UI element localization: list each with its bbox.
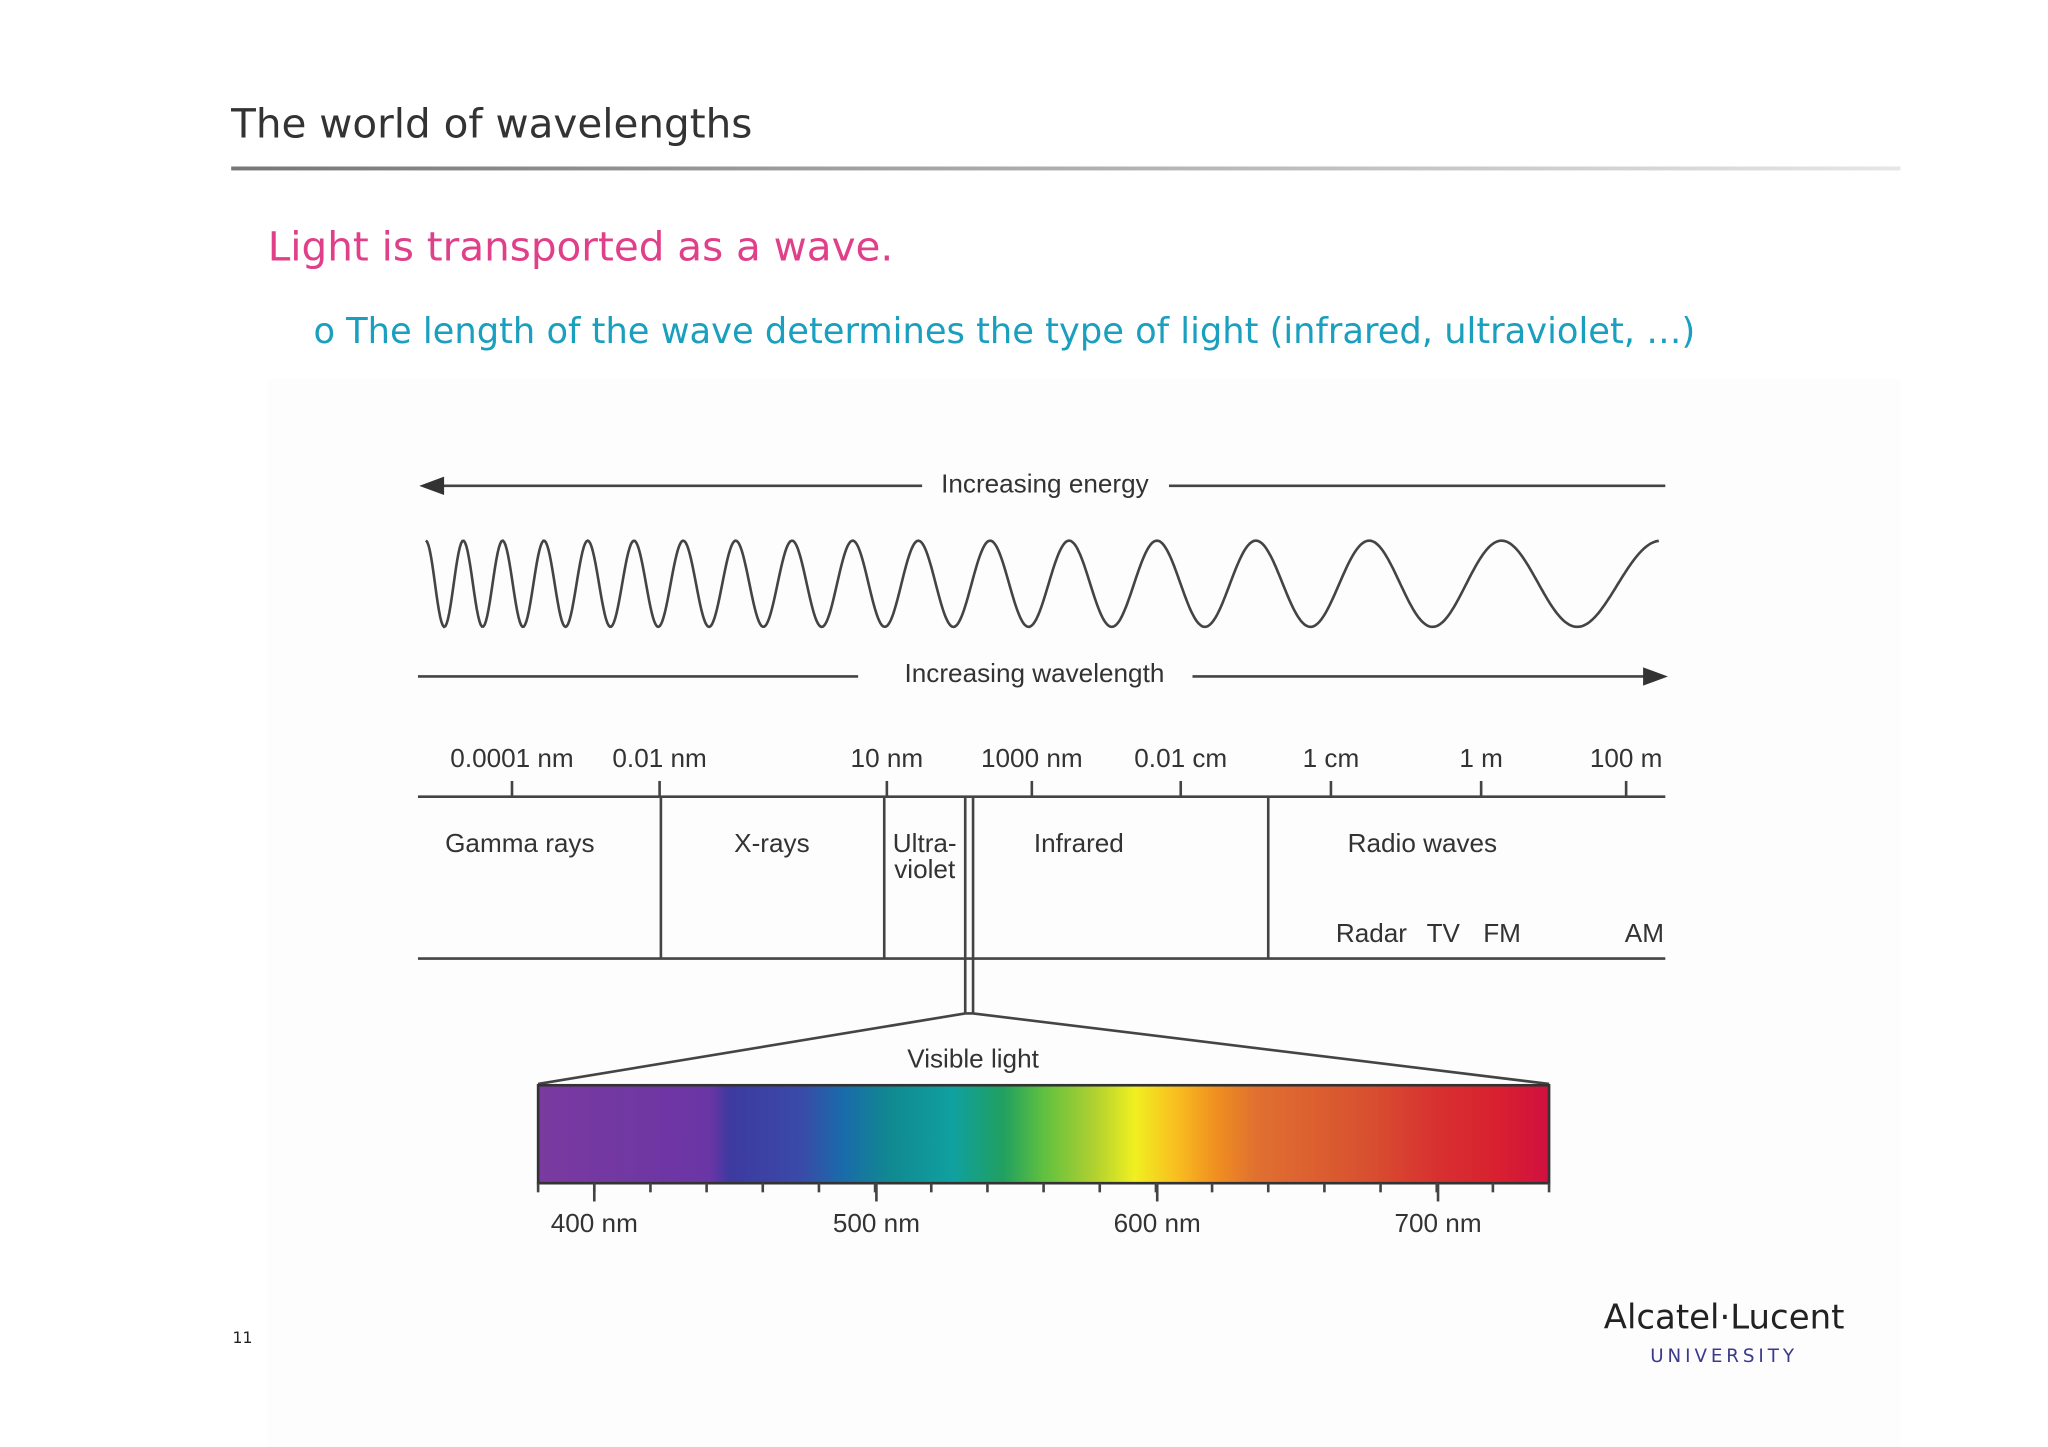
title-rule (231, 166, 1901, 171)
subband-label: FM (1483, 918, 1521, 948)
wave (424, 539, 1660, 629)
scale-label: 10 nm (851, 743, 924, 773)
slide-title: The world of wavelengths (230, 100, 752, 148)
subband-label: AM (1625, 918, 1664, 948)
band-label: Ultra- (893, 828, 957, 858)
visible-label: Visible light (907, 1043, 1039, 1073)
visible-scale-label: 400 nm (551, 1208, 638, 1238)
scale-label: 0.0001 nm (450, 743, 573, 773)
logo: Alcatel·Lucent (1604, 1298, 1845, 1338)
scale-label: 1 m (1459, 743, 1503, 773)
visible-scale: 400 nm 500 nm 600 nm 700 nm (536, 1183, 1551, 1238)
band-label: Gamma rays (445, 828, 594, 858)
sub-bullet: The length of the wave determines the ty… (345, 311, 1695, 352)
page-number: 11 (232, 1328, 252, 1347)
funnel (972, 1012, 1550, 1086)
bullet: Light is transported as a wave. (268, 222, 894, 270)
scale-label: 0.01 cm (1134, 743, 1227, 773)
logo-sub: UNIVERSITY (1650, 1346, 1798, 1367)
scale-label: 100 m (1590, 743, 1663, 773)
arrow-head (1643, 667, 1668, 686)
band-label: Radio waves (1348, 828, 1497, 858)
wavelength-label: Increasing wavelength (905, 658, 1165, 688)
diagram-bg (267, 378, 1901, 1447)
scale-label: 0.01 nm (612, 743, 706, 773)
visible-scale-label: 700 nm (1394, 1208, 1481, 1238)
band-label: Infrared (1034, 828, 1124, 858)
visible-scale-label: 500 nm (833, 1208, 920, 1238)
energy-label: Increasing energy (941, 469, 1149, 499)
scale-label: 1 cm (1303, 743, 1360, 773)
bullet-marker: o (313, 311, 335, 352)
band-label: violet (894, 854, 956, 884)
spectrum (536, 1083, 1551, 1185)
subband-label: TV (1427, 918, 1461, 948)
subband-label: Radar (1336, 918, 1407, 948)
visible-scale-label: 600 nm (1114, 1208, 1201, 1238)
funnel (537, 1012, 966, 1086)
scale-label: 1000 nm (981, 743, 1083, 773)
scale: 0.0001 nm 0.01 nm 10 nm 1000 nm 0.01 cm 1 cm 1… (450, 743, 1662, 797)
diagram: Increasing energy Increasing wavelength … (267, 378, 1901, 1447)
arrow-head (419, 476, 445, 495)
band-label: X-rays (734, 828, 809, 858)
